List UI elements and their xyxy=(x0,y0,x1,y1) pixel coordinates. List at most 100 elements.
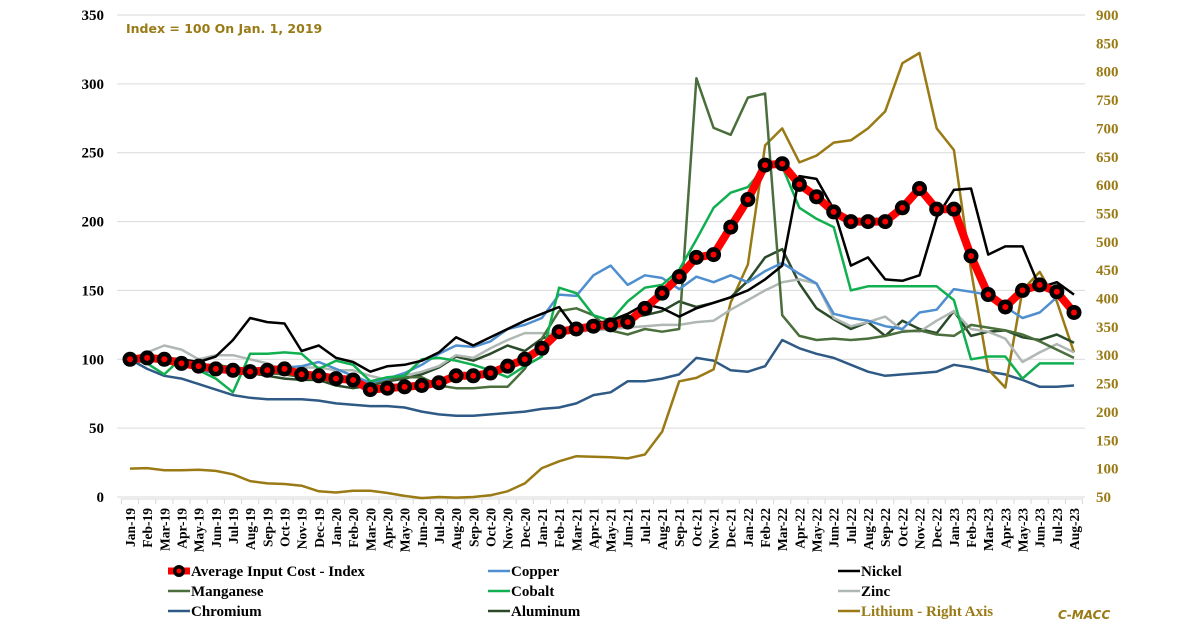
y-tick-label: 100 xyxy=(82,352,105,368)
x-tick-label: Apr-22 xyxy=(792,508,807,549)
x-tick-label: May-19 xyxy=(192,508,207,552)
data-point-marker-center xyxy=(624,319,631,326)
data-point-marker-center xyxy=(727,224,734,231)
x-tick-label: Oct-19 xyxy=(277,508,292,547)
x-tick-label: Jan-19 xyxy=(123,508,138,547)
x-tick-label: Apr-19 xyxy=(174,508,189,549)
y2-tick-label: 650 xyxy=(1096,150,1119,166)
series-line-lithium-right-axis xyxy=(129,51,1076,500)
x-tick-label: Jan-22 xyxy=(741,508,756,547)
legend-label: Copper xyxy=(511,564,560,580)
x-tick-label: Sep-19 xyxy=(260,508,275,547)
legend-item-chromium: Chromium xyxy=(168,604,262,620)
x-tick-label: Jul-20 xyxy=(432,508,447,544)
legend-label: Nickel xyxy=(861,564,902,580)
y2-tick-label: 700 xyxy=(1096,121,1119,137)
legend-item-average-input-cost-index: Average Input Cost - Index xyxy=(168,564,365,580)
x-tick-label: Aug-23 xyxy=(1067,508,1082,550)
x-tick-label: May-23 xyxy=(1016,508,1031,552)
data-point-marker-center xyxy=(538,345,545,352)
x-tick-label: Jul-23 xyxy=(1050,508,1065,544)
legend-item-lithium-right-axis: Lithium - Right Axis xyxy=(838,604,993,620)
y2-tick-label: 250 xyxy=(1096,377,1119,393)
y2-tick-label: 850 xyxy=(1096,36,1119,52)
data-point-marker-center xyxy=(315,372,322,379)
data-point-marker-center xyxy=(161,356,168,363)
data-point-marker-center xyxy=(1053,288,1060,295)
data-point-marker-center xyxy=(573,325,580,332)
y2-tick-label: 300 xyxy=(1096,348,1119,364)
data-point-marker-center xyxy=(401,383,408,390)
x-tick-label: Feb-20 xyxy=(346,508,361,548)
legend-item-aluminum: Aluminum xyxy=(488,604,581,620)
y-tick-label: 200 xyxy=(82,215,105,231)
x-tick-label: Jun-22 xyxy=(827,508,842,548)
series-line-cobalt xyxy=(129,165,1074,394)
x-tick-label: Nov-19 xyxy=(295,508,310,549)
data-point-marker-center xyxy=(435,379,442,386)
x-tick-label: Dec-20 xyxy=(518,508,533,548)
legend: Average Input Cost - Index Copper Nickel Ma… xyxy=(168,564,993,620)
data-point-marker-center xyxy=(212,365,219,372)
y-axis-left: 0 50 100 150 200 250 300 350 xyxy=(82,8,105,506)
legend-item-nickel: Nickel xyxy=(838,564,902,580)
x-tick-label: Aug-22 xyxy=(861,508,876,550)
data-point-marker-center xyxy=(487,370,494,377)
data-point-marker-center xyxy=(641,305,648,312)
x-tick-label: Nov-21 xyxy=(707,508,722,549)
y2-tick-label: 900 xyxy=(1096,8,1119,24)
x-tick-label: Oct-20 xyxy=(483,508,498,547)
legend-item-zinc: Zinc xyxy=(838,584,891,600)
data-point-marker-center xyxy=(744,196,751,203)
x-tick-label: Feb-19 xyxy=(140,508,155,548)
series-lithium-right-axis xyxy=(129,51,1076,500)
x-tick-label: Dec-19 xyxy=(312,508,327,548)
data-point-marker-center xyxy=(968,253,975,259)
legend-item-copper: Copper xyxy=(488,564,560,580)
x-tick-label: Sep-20 xyxy=(466,508,481,547)
x-tick-label: Nov-20 xyxy=(501,508,516,549)
x-tick-label: Mar-23 xyxy=(981,508,996,551)
data-point-marker-center xyxy=(521,356,528,363)
data-point-marker-center xyxy=(676,273,683,280)
data-point-marker-center xyxy=(470,372,477,379)
data-point-marker-center xyxy=(847,218,854,225)
data-point-marker-center xyxy=(693,254,700,261)
data-point-marker-center xyxy=(350,376,357,383)
data-point-marker-center xyxy=(796,181,803,188)
legend-label: Lithium - Right Axis xyxy=(861,604,993,620)
series-line-chromium xyxy=(129,338,1075,417)
data-point-marker-center xyxy=(127,356,133,363)
y2-tick-label: 600 xyxy=(1096,178,1119,194)
credit-label: C-MACC xyxy=(1058,608,1110,622)
legend-label: Manganese xyxy=(191,584,264,600)
y-tick-label: 50 xyxy=(89,421,104,437)
legend-item-manganese: Manganese xyxy=(168,584,264,600)
data-point-marker-center xyxy=(779,160,786,167)
series-line-average-input-cost-index xyxy=(129,159,1078,394)
gridlines xyxy=(117,14,1085,498)
x-tick-label: Aug-20 xyxy=(449,508,464,550)
series-chromium xyxy=(129,338,1075,417)
data-point-marker-center xyxy=(298,371,305,378)
data-point-marker-center xyxy=(247,368,254,375)
data-point-marker-center xyxy=(144,354,151,361)
y2-tick-label: 200 xyxy=(1096,405,1119,421)
x-tick-label: Jun-19 xyxy=(209,508,224,548)
x-tick-label: Jun-21 xyxy=(621,508,636,548)
data-point-marker-center xyxy=(556,328,563,335)
x-tick-label: Sep-21 xyxy=(672,508,687,547)
x-tick-label: Mar-20 xyxy=(363,508,378,551)
series-group xyxy=(122,51,1082,500)
legend-label: Chromium xyxy=(191,604,262,620)
x-tick-label: Jun-20 xyxy=(415,508,430,548)
y2-tick-label: 800 xyxy=(1096,65,1119,81)
legend-item-cobalt: Cobalt xyxy=(488,584,554,600)
x-tick-label: Oct-21 xyxy=(689,508,704,547)
series-cobalt xyxy=(129,165,1074,394)
x-tick-label: Apr-21 xyxy=(586,508,601,549)
data-point-marker-center xyxy=(504,363,511,370)
data-point-marker-center xyxy=(384,385,391,392)
x-tick-label: Feb-22 xyxy=(758,508,773,548)
data-point-marker-center xyxy=(332,375,339,382)
